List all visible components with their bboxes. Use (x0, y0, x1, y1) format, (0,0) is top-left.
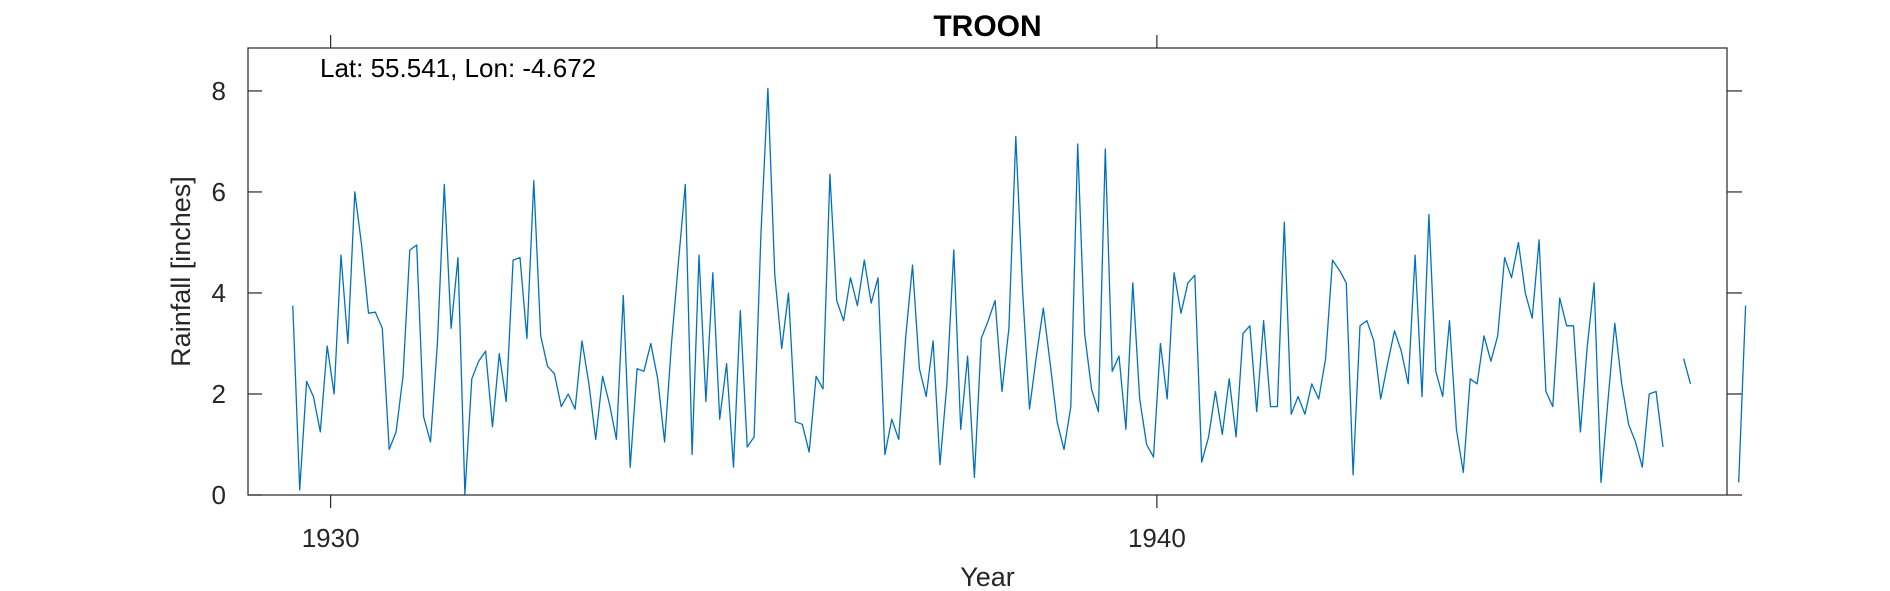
y-axis-label: Rainfall [inches] (166, 176, 196, 367)
plot-area-frame (247, 47, 1728, 496)
location-annotation: Lat: 55.541, Lon: -4.672 (320, 53, 596, 83)
y-tick-label: 2 (212, 379, 226, 409)
x-tick-labels: 1930 1940 (302, 523, 1186, 553)
x-axis-label: Year (960, 562, 1015, 591)
y-tick-label: 0 (212, 480, 226, 510)
y-tick-label: 6 (212, 177, 226, 207)
y-tick-labels: 0 2 4 6 8 (212, 76, 226, 510)
x-tick-label: 1940 (1128, 523, 1186, 553)
y-tick-label: 4 (212, 278, 226, 308)
y-tick-label: 8 (212, 76, 226, 106)
tick-marks (248, 35, 1742, 508)
chart-title: TROON (933, 10, 1041, 43)
x-tick-label: 1930 (302, 523, 360, 553)
series-line-rainfall (292, 87, 1747, 495)
